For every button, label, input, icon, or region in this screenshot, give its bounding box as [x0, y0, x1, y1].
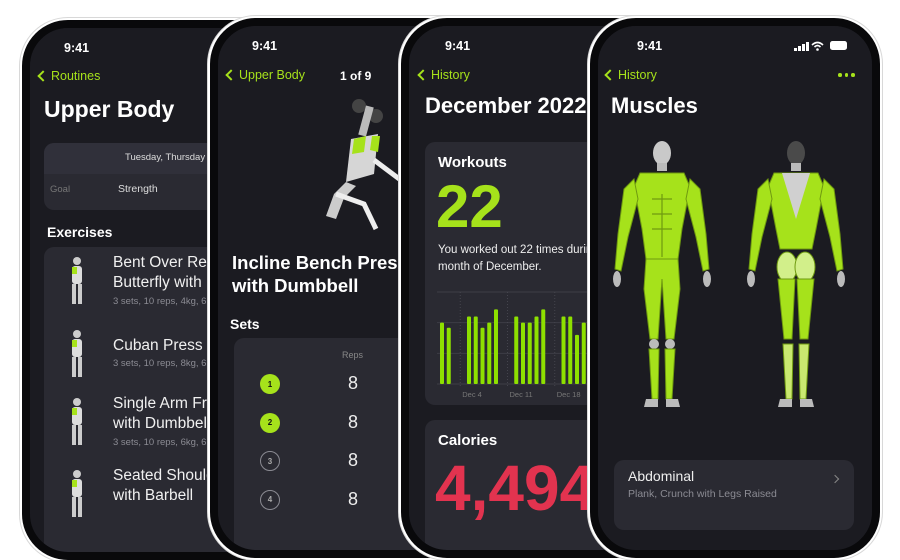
back-label: Upper Body	[239, 68, 306, 82]
chart-tick-label: Dec 4	[462, 390, 482, 397]
chart-tick-label: Dec 11	[510, 390, 533, 397]
chevron-left-icon	[417, 69, 429, 81]
exercise-title: Incline Bench Press with Dumbbell	[232, 252, 408, 296]
sets-label: Sets	[230, 316, 260, 332]
chart-bar	[534, 316, 539, 384]
exercise-name: Cuban Press	[113, 337, 203, 354]
set-reps[interactable]: 8	[348, 411, 359, 432]
battery-icon	[830, 41, 847, 50]
muscle-list-item[interactable]: Abdominal Plank, Crunch with Legs Raised	[614, 460, 854, 530]
chart-bar	[446, 327, 451, 384]
workouts-chart: Dec 4 Dec 11 Dec 18	[437, 291, 685, 397]
workouts-count: 22	[436, 173, 503, 240]
chart-bar	[487, 322, 492, 384]
exercise-name-line2: with Barbell	[113, 487, 194, 504]
exercise-name-line2: Butterfly with D	[113, 274, 218, 291]
chart-bar	[541, 309, 546, 384]
history-screen: 9:41 History December 2022 Workouts 22 Y…	[409, 26, 685, 550]
exercise-name: Bent Over Rev	[113, 254, 215, 271]
back-button[interactable]: Upper Body	[224, 68, 305, 82]
exercise-thumbnail	[72, 257, 82, 304]
chart-bar	[494, 309, 498, 384]
chart-tick-label: Dec 18	[557, 390, 581, 397]
muscle-name: Abdominal	[628, 468, 695, 484]
status-time: 9:41	[64, 41, 90, 55]
chart-bar	[514, 316, 519, 384]
phone-muscles: 9:41 History Muscles Abdominal Plank, Cr…	[590, 18, 880, 558]
back-button[interactable]: History	[603, 68, 657, 82]
set-number-badge[interactable]: 4	[260, 489, 280, 510]
muscles-screen: 9:41 History Muscles Abdominal Plank, Cr…	[598, 26, 872, 550]
chart-bar	[480, 327, 485, 384]
page-title: December 2022	[425, 93, 587, 118]
body-front-figure[interactable]	[612, 139, 712, 417]
back-label: Routines	[51, 69, 101, 83]
set-reps[interactable]: 8	[348, 373, 359, 393]
status-time: 9:41	[252, 39, 278, 53]
status-time: 9:41	[445, 39, 471, 53]
set-number-badge[interactable]: 3	[260, 451, 280, 471]
page-title: Upper Body	[44, 96, 175, 122]
reps-header: Reps	[342, 350, 364, 360]
status-time: 9:41	[637, 39, 663, 53]
ellipsis-icon[interactable]	[838, 73, 855, 77]
chevron-left-icon	[225, 69, 237, 81]
chart-bar	[561, 316, 566, 384]
workouts-label: Workouts	[438, 154, 507, 171]
wifi-icon	[811, 41, 824, 51]
exercise-thumbnail	[72, 470, 82, 517]
calories-value: 4,494	[435, 452, 596, 524]
chart-bar	[440, 322, 444, 384]
goal-value[interactable]: Strength	[118, 183, 158, 195]
chart-bar	[568, 316, 573, 384]
body-back-figure[interactable]	[746, 139, 846, 417]
back-label: History	[618, 68, 657, 82]
goal-label: Goal	[50, 184, 71, 195]
exercise-thumbnail	[72, 398, 82, 445]
exercise-thumbnail	[72, 330, 82, 377]
exercise-name: Single Arm Fro	[113, 395, 216, 412]
set-reps[interactable]: 8	[348, 488, 359, 509]
chevron-left-icon	[604, 69, 616, 81]
exercise-counter: 1 of 9	[340, 69, 372, 83]
chart-bar	[473, 316, 478, 384]
workouts-text: You worked out 22 times during the month …	[438, 244, 618, 273]
chart-bar	[521, 322, 525, 384]
set-number-badge[interactable]: 2	[260, 412, 280, 433]
set-number-badge[interactable]: 1	[260, 374, 280, 394]
set-reps[interactable]: 8	[348, 450, 359, 470]
signal-icon	[794, 42, 809, 51]
back-label: History	[431, 68, 470, 82]
workouts-card[interactable]: Workouts 22 You worked out 22 times duri…	[425, 142, 685, 405]
exercise-name-line2: with Dumbbell	[113, 415, 211, 432]
exercise-detail: 3 sets, 10 reps, 8kg, 6	[113, 358, 207, 369]
schedule-days[interactable]: Tuesday, Thursday	[125, 152, 206, 163]
calories-label: Calories	[438, 432, 498, 449]
chart-bar	[467, 316, 471, 384]
chart-bar	[527, 322, 532, 384]
back-button[interactable]: Routines	[36, 69, 100, 83]
back-button[interactable]: History	[416, 68, 470, 82]
chart-bar	[581, 322, 586, 384]
chevron-right-icon	[830, 474, 840, 484]
exercise-illustration	[326, 99, 408, 231]
chart-bar	[575, 334, 579, 384]
exercise-detail: 3 sets, 10 reps, 6kg, 6	[113, 437, 207, 448]
exercise-detail: 3 sets, 10 reps, 4kg, 6	[113, 296, 207, 307]
muscle-exercises: Plank, Crunch with Legs Raised	[628, 488, 777, 500]
section-title: Exercises	[47, 224, 113, 240]
exercise-name: Seated Shoulde	[113, 467, 224, 484]
page-title: Muscles	[611, 93, 698, 118]
chevron-left-icon	[37, 70, 49, 82]
